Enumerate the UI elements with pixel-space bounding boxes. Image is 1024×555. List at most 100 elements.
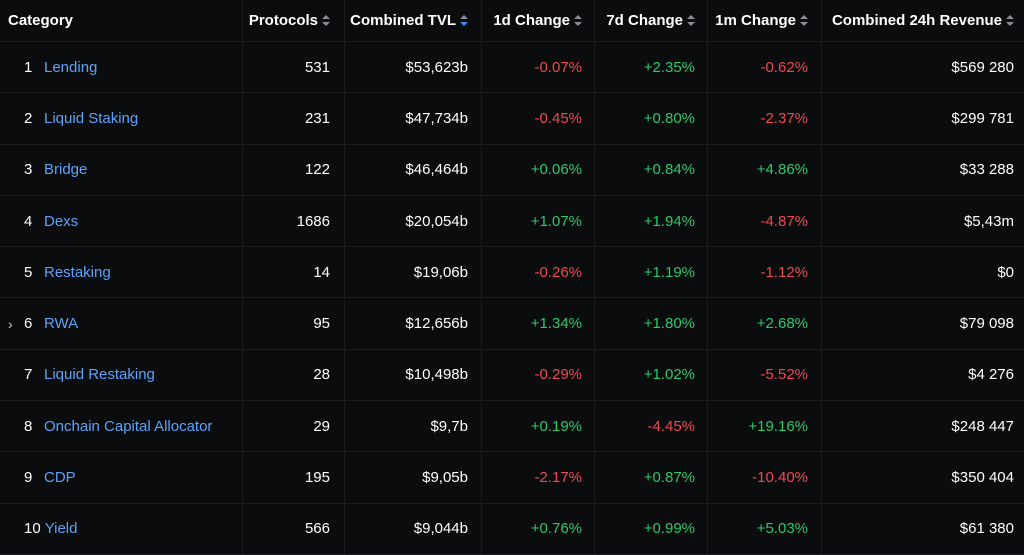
category-cell: 2 Liquid Staking xyxy=(0,93,243,144)
protocols-value: 95 xyxy=(313,315,330,333)
header-tvl-label: Combined TVL xyxy=(350,12,456,29)
change-7d-value: +0.84% xyxy=(643,161,695,179)
change-7d-cell: +0.80% xyxy=(595,93,708,144)
revenue-cell: $248 447 xyxy=(822,401,1024,451)
change-1m-cell: -5.52% xyxy=(708,349,822,401)
rank-number: 10 xyxy=(24,520,41,538)
revenue-value: $350 404 xyxy=(951,469,1014,487)
category-link[interactable]: Onchain Capital Allocator xyxy=(44,417,213,435)
combined-tvl-cell: $19,06b xyxy=(345,247,482,298)
rank-number: 7 xyxy=(24,366,33,384)
rank-number: 1 xyxy=(24,58,33,76)
revenue-cell: $4 276 xyxy=(822,350,1024,400)
category-link[interactable]: Dexs xyxy=(44,212,79,230)
header-1d-label: 1d Change xyxy=(493,12,570,29)
protocols-value: 29 xyxy=(313,417,330,435)
revenue-cell: $5,43m xyxy=(822,196,1024,246)
table-row: 5 Restaking 14 $19,06b -0.26% +1.19% -1.12% $0 xyxy=(0,247,1024,299)
change-7d-value: +1.80% xyxy=(643,315,695,333)
combined-tvl-cell: $9,7b xyxy=(345,401,482,452)
category-link[interactable]: RWA xyxy=(44,315,79,333)
category-cell: 9 CDP xyxy=(0,452,243,503)
change-1d-cell: -0.26% xyxy=(482,247,595,298)
rank-number: 3 xyxy=(24,161,33,179)
change-7d-value: +1.94% xyxy=(643,212,695,230)
table-row: 9 CDP 195 $9,05b -2.17% +0.87% -10.40% $350 404 xyxy=(0,452,1024,504)
header-7d-change[interactable]: 7d Change xyxy=(595,0,708,41)
category-link[interactable]: Bridge xyxy=(44,161,88,179)
revenue-cell: $0 xyxy=(822,247,1024,297)
protocols-value: 28 xyxy=(313,366,330,384)
category-link[interactable]: Restaking xyxy=(44,263,111,281)
change-1m-value: -2.37% xyxy=(760,109,808,127)
table-row: › 6 RWA 95 $12,656b +1.34% +1.80% +2.68% $79 098 xyxy=(0,298,1024,350)
tvl-value: $19,06b xyxy=(413,263,468,281)
header-24h-revenue[interactable]: Combined 24h Revenue xyxy=(822,0,1024,41)
change-1m-cell: +5.03% xyxy=(708,503,822,554)
protocols-count: 231 xyxy=(243,93,345,144)
change-1m-value: -0.62% xyxy=(760,58,808,76)
header-revenue-label: Combined 24h Revenue xyxy=(831,12,1002,29)
tvl-value: $46,464b xyxy=(405,161,468,179)
sort-icon[interactable] xyxy=(574,14,582,27)
header-protocols-label: Protocols xyxy=(248,12,318,29)
change-1m-value: -4.87% xyxy=(760,212,808,230)
sort-icon[interactable] xyxy=(1006,14,1014,27)
change-1m-value: -10.40% xyxy=(752,469,808,487)
header-1d-change[interactable]: 1d Change xyxy=(482,0,595,41)
header-protocols[interactable]: Protocols xyxy=(243,0,345,41)
protocols-count: 122 xyxy=(243,144,345,195)
change-1m-value: +19.16% xyxy=(748,417,808,435)
category-link[interactable]: Liquid Staking xyxy=(44,109,139,127)
rank-number: 6 xyxy=(24,315,33,333)
expand-chevron-icon[interactable]: › xyxy=(8,315,13,332)
change-1m-cell: -2.37% xyxy=(708,93,822,144)
category-link[interactable]: Liquid Restaking xyxy=(44,366,155,384)
combined-tvl-cell: $53,623b xyxy=(345,42,482,93)
protocols-count: 14 xyxy=(243,247,345,298)
protocols-count: 1686 xyxy=(243,195,345,247)
combined-tvl-cell: $9,044b xyxy=(345,503,482,554)
category-cell: 7 Liquid Restaking xyxy=(0,349,243,401)
sort-icon[interactable] xyxy=(687,14,695,27)
tvl-value: $10,498b xyxy=(405,366,468,384)
change-1d-cell: +0.19% xyxy=(482,401,595,452)
category-link[interactable]: CDP xyxy=(44,469,76,487)
header-combined-tvl[interactable]: Combined TVL xyxy=(345,0,482,41)
combined-tvl-cell: $46,464b xyxy=(345,144,482,195)
change-7d-cell: +0.87% xyxy=(595,452,708,503)
change-7d-value: +2.35% xyxy=(643,58,695,76)
change-1d-cell: -0.29% xyxy=(482,349,595,401)
change-1d-value: -0.29% xyxy=(534,366,582,384)
revenue-value: $0 xyxy=(997,263,1014,281)
category-link[interactable]: Lending xyxy=(44,58,98,76)
revenue-value: $79 098 xyxy=(959,315,1014,333)
change-1d-value: -2.17% xyxy=(534,469,582,487)
category-link[interactable]: Yield xyxy=(44,520,78,538)
change-1d-cell: -0.45% xyxy=(482,93,595,144)
sort-icon[interactable] xyxy=(322,14,330,27)
change-7d-value: +0.87% xyxy=(643,469,695,487)
sort-icon[interactable] xyxy=(800,14,808,27)
combined-tvl-cell: $9,05b xyxy=(345,452,482,503)
table-row: 10 Yield 566 $9,044b +0.76% +0.99% +5.03% $61 3… xyxy=(0,503,1024,555)
change-7d-cell: +0.84% xyxy=(595,144,708,195)
change-1d-cell: +0.76% xyxy=(482,503,595,554)
change-1d-cell: -0.07% xyxy=(482,42,595,93)
category-cell: 8 Onchain Capital Allocator xyxy=(0,401,243,452)
header-1m-change[interactable]: 1m Change xyxy=(708,0,822,41)
table-header: Category Protocols Combined TVL 1d Chang… xyxy=(0,0,1024,42)
combined-tvl-cell: $10,498b xyxy=(345,349,482,401)
change-1d-cell: -2.17% xyxy=(482,452,595,503)
change-1m-cell: +19.16% xyxy=(708,401,822,452)
rank-number: 2 xyxy=(24,109,33,127)
change-1d-cell: +1.34% xyxy=(482,298,595,349)
table-row: 2 Liquid Staking 231 $47,734b -0.45% +0.80% -2… xyxy=(0,93,1024,145)
tvl-value: $53,623b xyxy=(405,58,468,76)
protocols-value: 531 xyxy=(304,58,330,76)
change-1d-value: -0.45% xyxy=(534,109,582,127)
sort-desc-icon[interactable] xyxy=(460,14,468,27)
change-1m-cell: +2.68% xyxy=(708,298,822,349)
revenue-value: $5,43m xyxy=(963,212,1014,230)
